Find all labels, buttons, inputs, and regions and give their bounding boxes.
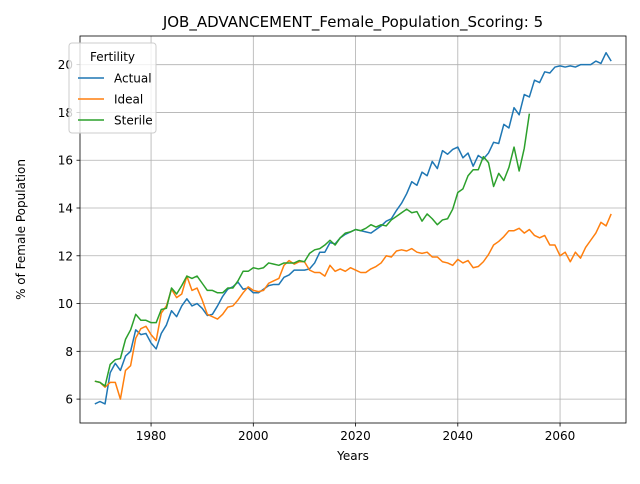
series-line-sterile: [94, 113, 531, 387]
y-tick-label: 14: [58, 202, 73, 216]
legend-title: Fertility: [90, 50, 135, 64]
x-tick-label: 2040: [443, 429, 474, 443]
chart-title: JOB_ADVANCEMENT_Female_Population_Scorin…: [162, 13, 543, 32]
y-tick-label: 8: [65, 345, 73, 359]
y-tick-label: 6: [65, 393, 73, 407]
y-tick-label: 10: [58, 297, 73, 311]
x-tick-label: 2000: [238, 429, 269, 443]
x-tick-label: 2020: [340, 429, 371, 443]
legend: Fertility Actual Ideal Sterile: [68, 42, 157, 134]
legend-label-actual: Actual: [114, 72, 152, 86]
legend-label-ideal: Ideal: [114, 93, 143, 107]
y-tick-label: 16: [58, 154, 73, 168]
legend-label-sterile: Sterile: [114, 114, 153, 128]
y-tick-label: 12: [58, 249, 73, 263]
y-axis-label: % of Female Population: [14, 159, 28, 300]
series-line-ideal: [94, 213, 612, 400]
x-tick-label: 1980: [136, 429, 167, 443]
series-lines: [94, 51, 612, 405]
x-tick-label: 2060: [545, 429, 576, 443]
plot-area-frame: [79, 35, 627, 424]
x-axis-label: Years: [336, 449, 369, 463]
legend-box: [68, 42, 157, 134]
legend-entries: Actual Ideal Sterile: [78, 72, 153, 128]
